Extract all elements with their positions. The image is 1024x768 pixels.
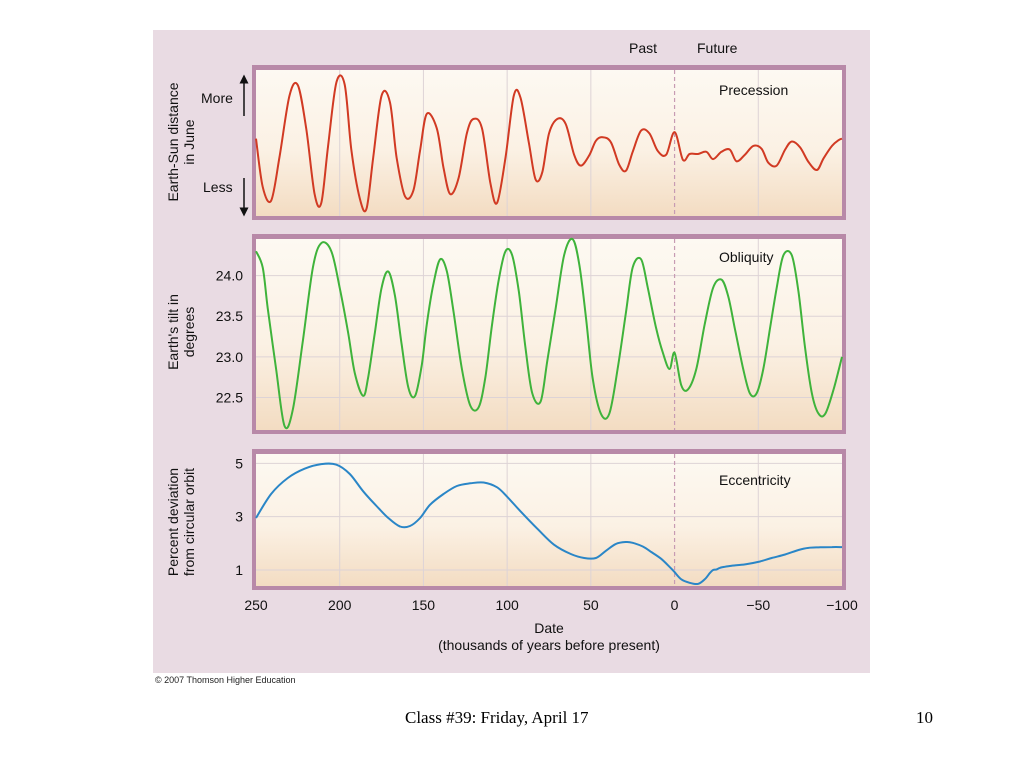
x-tick-label: −100 [826,597,858,613]
x-tick-label: 0 [671,597,679,613]
obliquity-ytick-label: 24.0 [216,268,243,284]
precession-less-label: Less [203,179,233,195]
eccentricity-ytick-label: 3 [235,509,243,525]
copyright-notice: © 2007 Thomson Higher Education [155,675,296,685]
obliquity-ylabel-line2: degrees [181,307,197,358]
data-lines [255,74,843,586]
precession-title: Precession [719,82,788,98]
x-tick-label: 150 [412,597,436,613]
x-axis-subtitle: (thousands of years before present) [438,637,660,653]
eccentricity-title: Eccentricity [719,472,791,488]
x-axis-title: Date [534,620,564,636]
eccentricity-ylabel-line2: from circular orbit [181,468,197,576]
obliquity-ytick-label: 23.0 [216,349,243,365]
gridlines [256,70,842,586]
eccentricity-ylabel-line1: Percent deviation [165,468,181,576]
x-tick-label: 250 [244,597,268,613]
eccentricity-series-line [255,462,843,586]
precession-ylabel-line1: Earth-Sun distance [165,82,181,201]
precession-ylabel-line2: in June [181,119,197,164]
future-label: Future [697,40,738,56]
precession-series-line [255,74,843,213]
x-tick-label: 200 [328,597,352,613]
past-label: Past [629,40,657,56]
obliquity-ytick-label: 23.5 [216,308,243,324]
plot-area-obliquity [256,239,842,430]
eccentricity-ytick-label: 5 [235,455,243,471]
x-tick-label: 50 [583,597,599,613]
eccentricity-ytick-label: 1 [235,562,243,578]
obliquity-ytick-label: 22.5 [216,389,243,405]
milankovitch-chart: Past Future Precession Obliquity Eccentr… [165,40,858,653]
x-tick-label: −50 [746,597,770,613]
x-tick-label: 100 [495,597,519,613]
obliquity-series-line [255,237,843,430]
tick-labels: 24.0 23.5 23.0 22.5 5 3 1 250 200 150 100 50 0 −50 −10… [216,268,858,613]
plot-area-precession [256,70,842,216]
obliquity-ylabel-line1: Earth's tilt in [165,294,181,370]
precession-more-label: More [201,90,233,106]
obliquity-title: Obliquity [719,249,773,265]
slide-footer-title: Class #39: Friday, April 17 [405,708,589,727]
slide-page-number: 10 [916,708,933,727]
